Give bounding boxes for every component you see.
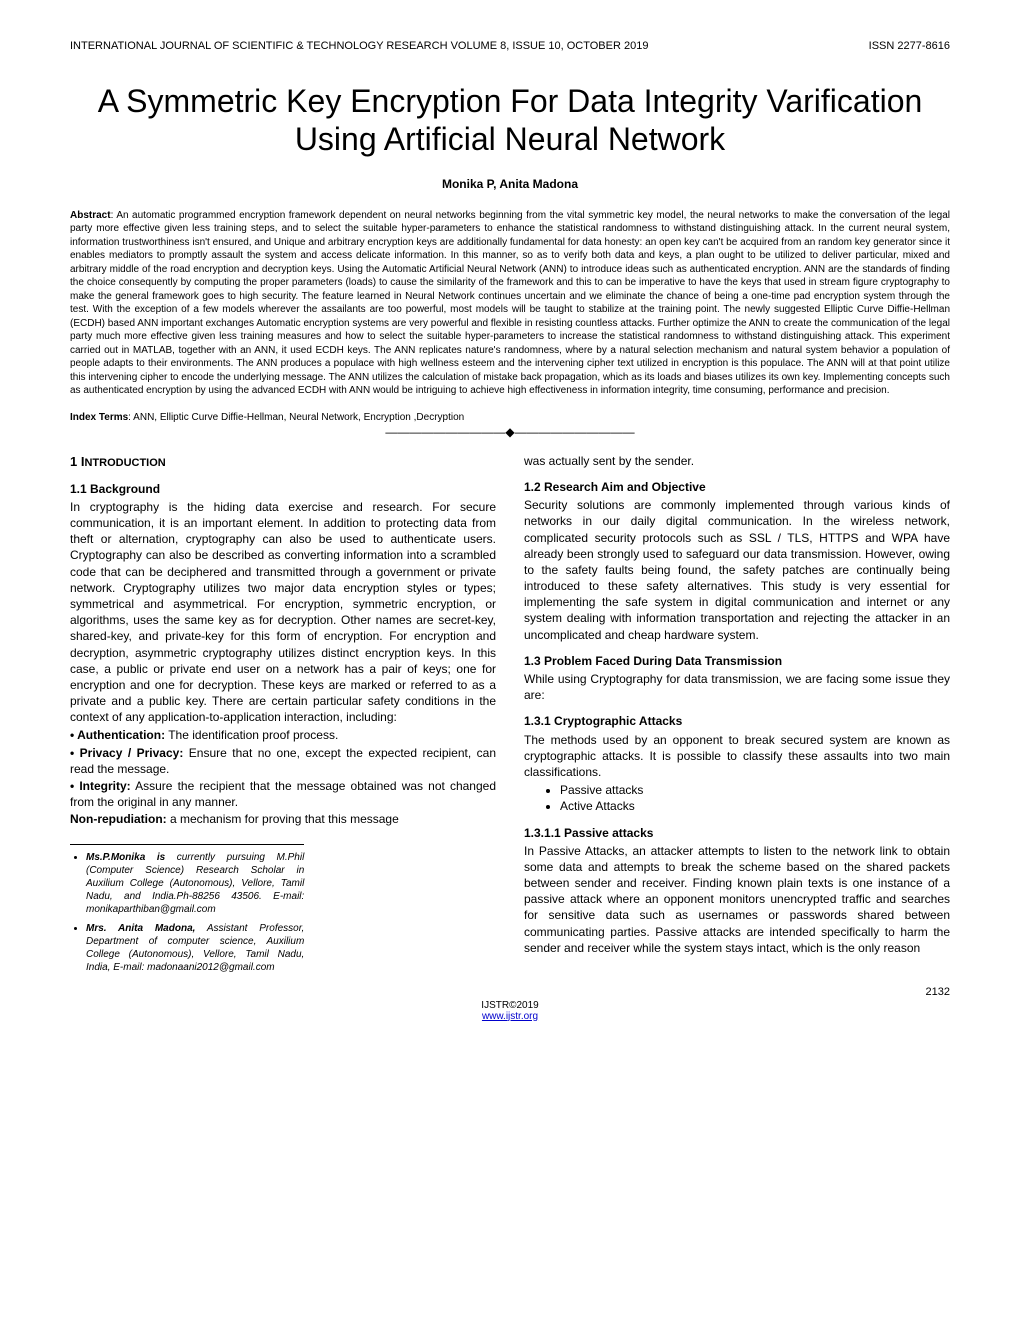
left-column: 1 INTRODUCTION 1.1 Background In cryptog… — [70, 453, 496, 980]
bullet-integrity-text: Assure the recipient that the message ob… — [70, 779, 496, 809]
continuation-text: was actually sent by the sender. — [524, 453, 950, 469]
bullet-integrity-label: • Integrity: — [70, 779, 131, 793]
bullet-integrity: • Integrity: Assure the recipient that t… — [70, 778, 496, 810]
subheading-1-3-1: 1.3.1 Cryptographic Attacks — [524, 713, 950, 729]
subheading-1-2: 1.2 Research Aim and Objective — [524, 479, 950, 495]
journal-name: INTERNATIONAL JOURNAL OF SCIENTIFIC & TE… — [70, 40, 648, 52]
issn: ISSN 2277-8616 — [869, 40, 950, 52]
para-1-3-1: The methods used by an opponent to break… — [524, 732, 950, 781]
para-1-2: Security solutions are commonly implemen… — [524, 497, 950, 643]
attack-list: Passive attacks Active Attacks — [524, 782, 950, 814]
page-number: 2132 — [926, 986, 950, 998]
bullet-nonrepudiation: Non-repudiation: a mechanism for proving… — [70, 811, 496, 827]
journal-header: INTERNATIONAL JOURNAL OF SCIENTIFIC & TE… — [70, 40, 950, 52]
index-terms: Index Terms: ANN, Elliptic Curve Diffie-… — [70, 412, 950, 423]
section-1-heading: 1 INTRODUCTION — [70, 453, 496, 471]
attack-passive: Passive attacks — [560, 782, 950, 798]
attack-active: Active Attacks — [560, 798, 950, 814]
abstract-text: : An automatic programmed encryption fra… — [70, 210, 950, 397]
bullet-auth-text: The identification proof process. — [165, 728, 338, 742]
subheading-1-1: 1.1 Background — [70, 481, 496, 497]
author-bio-footer: Ms.P.Monika is currently pursuing M.Phil… — [70, 844, 304, 974]
bullet-nonrep-label: Non-repudiation: — [70, 812, 167, 826]
bullet-privacy-label: • Privacy / Privacy: — [70, 746, 183, 760]
index-terms-text: : ANN, Elliptic Curve Diffie-Hellman, Ne… — [128, 412, 464, 423]
paper-title: A Symmetric Key Encryption For Data Inte… — [70, 82, 950, 159]
section-divider: ——————————◆—————————— — [70, 425, 950, 439]
right-column: was actually sent by the sender. 1.2 Res… — [524, 453, 950, 980]
author-bio-2: Mrs. Anita Madona, Assistant Professor, … — [86, 922, 304, 974]
author-bio-2-name: Mrs. Anita Madona, — [86, 923, 195, 934]
subheading-1-3: 1.3 Problem Faced During Data Transmissi… — [524, 653, 950, 669]
bullet-privacy: • Privacy / Privacy: Ensure that no one,… — [70, 745, 496, 777]
bullet-nonrep-text: a mechanism for proving that this messag… — [167, 812, 399, 826]
bullet-auth-label: • Authentication: — [70, 728, 165, 742]
para-1-1: In cryptography is the hiding data exerc… — [70, 499, 496, 726]
index-terms-label: Index Terms — [70, 412, 128, 423]
authors: Monika P, Anita Madona — [70, 177, 950, 191]
para-1-3-1-1: In Passive Attacks, an attacker attempts… — [524, 843, 950, 956]
para-1-3: While using Cryptography for data transm… — [524, 671, 950, 703]
author-bio-1-name: Ms.P.Monika is — [86, 852, 165, 863]
copyright: IJSTR©2019 — [70, 1000, 950, 1011]
two-column-body: 1 INTRODUCTION 1.1 Background In cryptog… — [70, 453, 950, 980]
bullet-authentication: • Authentication: The identification pro… — [70, 727, 496, 743]
abstract-label: Abstract — [70, 210, 111, 221]
footer-link[interactable]: www.ijstr.org — [482, 1011, 538, 1022]
page-footer: 2132 IJSTR©2019 www.ijstr.org — [70, 1000, 950, 1022]
subheading-1-3-1-1: 1.3.1.1 Passive attacks — [524, 825, 950, 841]
abstract: Abstract: An automatic programmed encryp… — [70, 209, 950, 398]
author-bio-1: Ms.P.Monika is currently pursuing M.Phil… — [86, 851, 304, 916]
